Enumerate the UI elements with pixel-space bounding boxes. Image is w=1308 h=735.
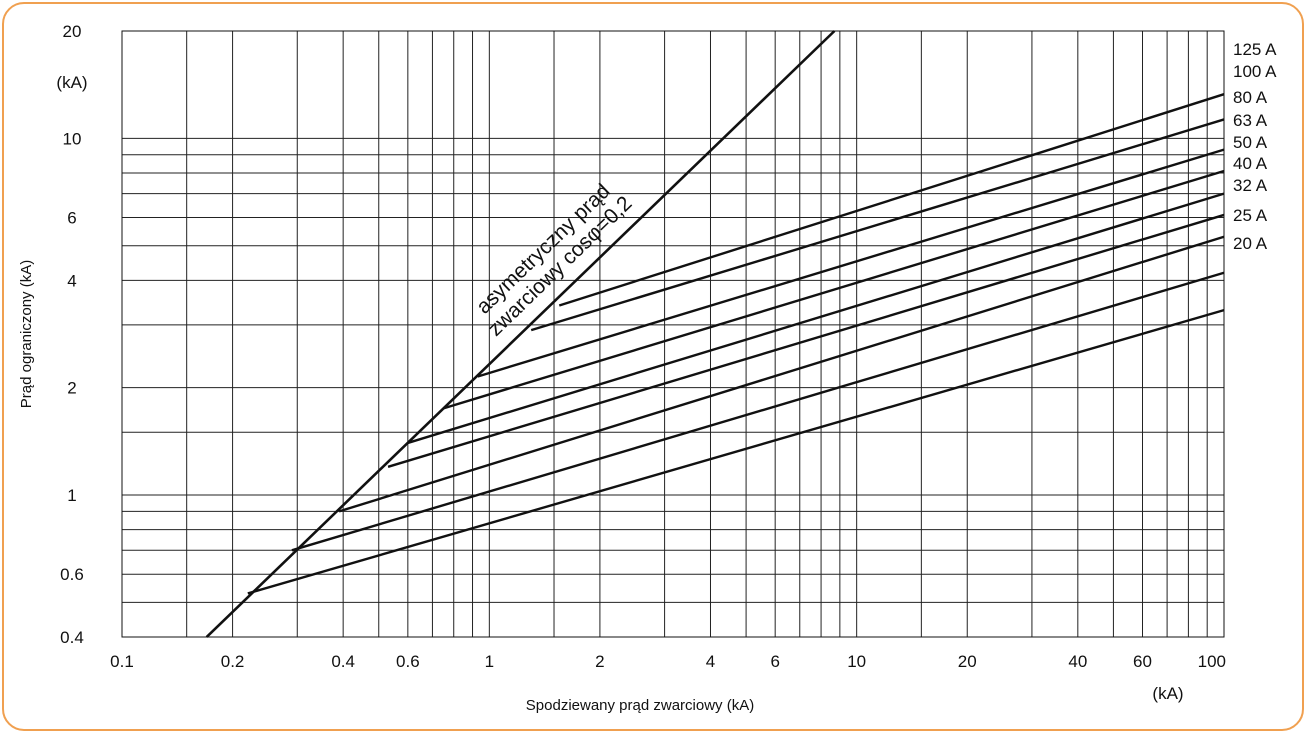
x-tick-label: 4	[706, 652, 715, 671]
y-axis-title: Prąd ograniczony (kA)	[18, 260, 35, 408]
x-tick-label: 0.2	[221, 652, 245, 671]
x-tick-label: 60	[1133, 652, 1152, 671]
grid	[122, 31, 1224, 637]
series-line	[407, 192, 1225, 445]
y-tick-label: 0.6	[60, 565, 84, 584]
series-line	[338, 235, 1225, 513]
y-tick-label: 20	[63, 22, 82, 41]
x-axis-title: Spodziewany prąd zwarciowy (kA)	[526, 697, 754, 714]
x-tick-label: 0.4	[331, 652, 355, 671]
envelope-line	[205, 30, 836, 638]
x-tick-label: 40	[1068, 652, 1087, 671]
series-label: 50 A	[1233, 133, 1268, 152]
labels: 0.1 0.2 0.4 0.6 1 2 4 6 10 20 40 60 100 0.4 0.6 1 2 4 6 10 2…	[18, 22, 1277, 714]
series-label: 80 A	[1233, 88, 1268, 107]
plot-border	[121, 30, 1225, 638]
curves	[205, 30, 1225, 638]
series-label: 125 A	[1233, 40, 1277, 59]
series-line	[247, 308, 1225, 595]
series-label: 40 A	[1233, 154, 1268, 173]
series-label: 63 A	[1233, 111, 1268, 130]
y-unit-label: (kA)	[56, 73, 87, 92]
series-line	[530, 118, 1225, 332]
envelope-label-line2: zwarciowy cosφ=0,2	[483, 192, 636, 341]
y-tick-label: 1	[67, 486, 76, 505]
y-tick-label: 6	[67, 209, 76, 228]
x-tick-label: 0.1	[110, 652, 134, 671]
x-tick-label: 1	[485, 652, 494, 671]
x-tick-label: 100	[1198, 652, 1226, 671]
x-unit-label: (kA)	[1152, 684, 1183, 703]
series-line	[291, 271, 1225, 552]
x-tick-label: 10	[847, 652, 866, 671]
y-tick-label: 2	[67, 379, 76, 398]
series-label: 32 A	[1233, 176, 1268, 195]
series-label: 25 A	[1233, 206, 1268, 225]
series-label: 100 A	[1233, 62, 1277, 81]
x-tick-label: 6	[770, 652, 779, 671]
series-line	[477, 148, 1225, 378]
y-tick-label: 0.4	[60, 628, 84, 647]
series-line	[443, 169, 1225, 410]
x-tick-label: 2	[595, 652, 604, 671]
series-line	[558, 93, 1225, 307]
x-tick-label: 20	[958, 652, 977, 671]
x-tick-label: 0.6	[396, 652, 420, 671]
series-label: 20 A	[1233, 234, 1268, 253]
y-tick-label: 10	[63, 129, 82, 148]
series-line	[387, 213, 1225, 468]
y-tick-label: 4	[67, 271, 76, 290]
